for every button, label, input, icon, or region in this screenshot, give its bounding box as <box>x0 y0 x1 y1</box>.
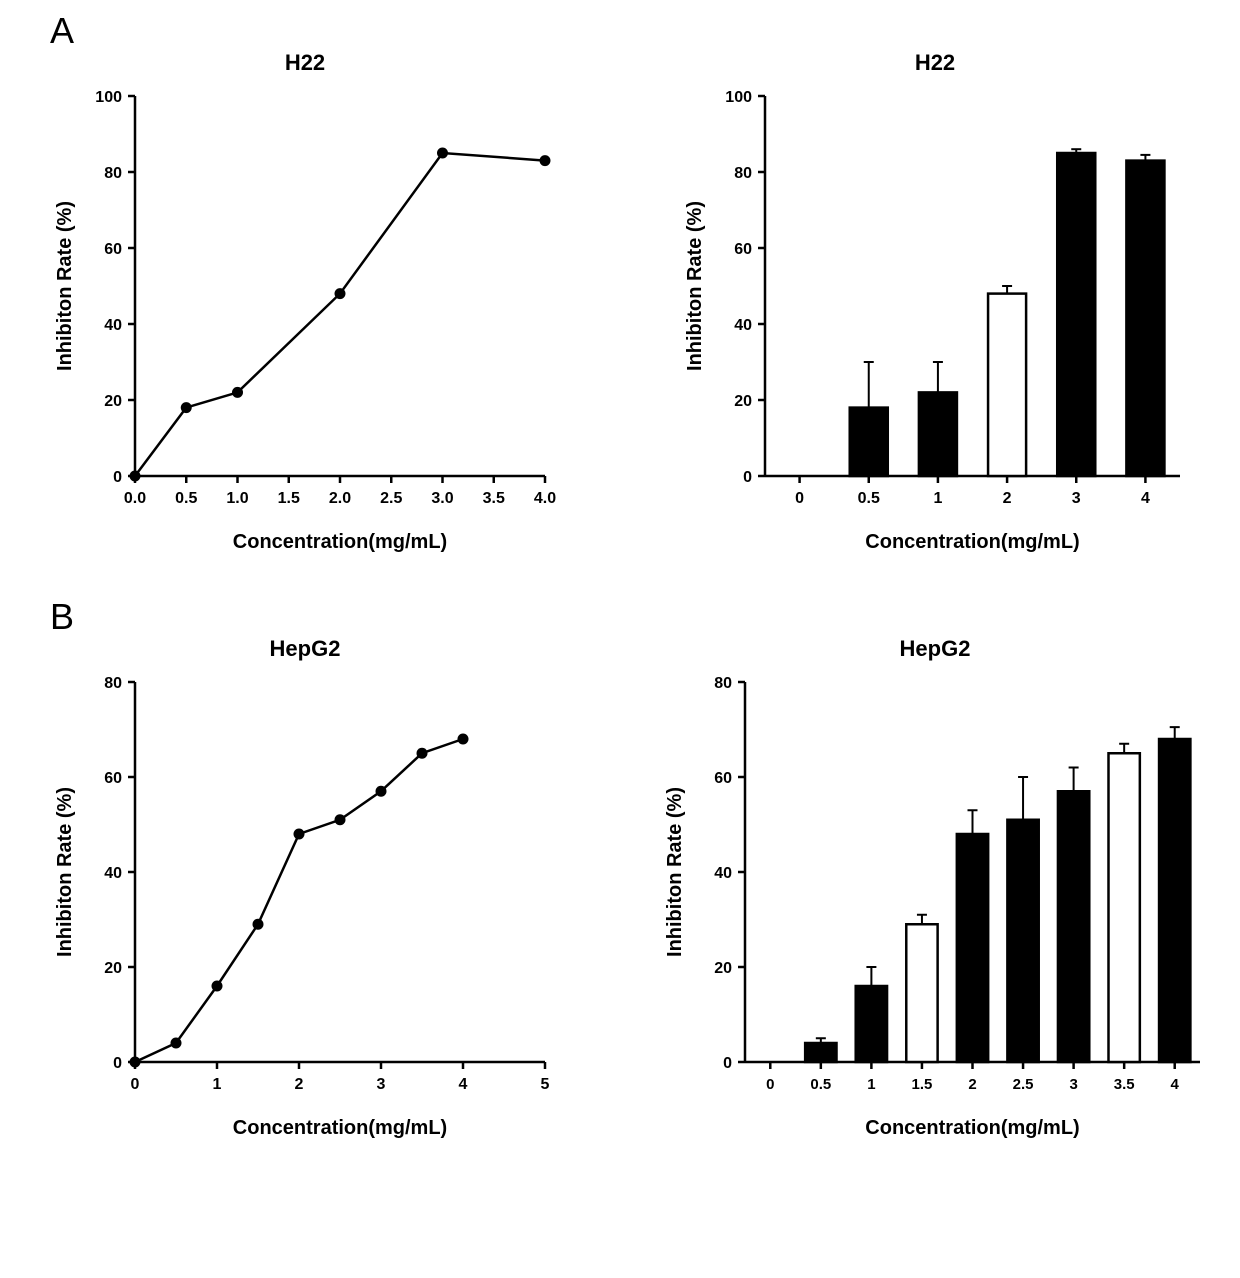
panel-b-line-svg: 0 20 40 60 80 0 1 2 3 4 5 Concentration(mg/mL) Inhib… <box>45 672 565 1152</box>
svg-text:60: 60 <box>104 241 122 258</box>
svg-text:3.5: 3.5 <box>1114 1076 1135 1093</box>
svg-text:80: 80 <box>104 675 122 692</box>
svg-text:100: 100 <box>725 89 752 106</box>
svg-text:20: 20 <box>734 393 752 410</box>
svg-text:4: 4 <box>1141 490 1150 507</box>
svg-text:0: 0 <box>766 1076 774 1093</box>
svg-text:2.5: 2.5 <box>380 490 402 507</box>
svg-text:100: 100 <box>95 89 122 106</box>
panel-a-line: A H22 0204060801000.00.51.01.52.02.53.03… <box>20 20 590 566</box>
svg-text:1: 1 <box>867 1076 875 1093</box>
panel-b-bar: HepG2 0 20 40 60 80 0 0.5 1 1.5 2 2.5 3 3.5 4 Concentr… <box>650 606 1220 1152</box>
svg-text:80: 80 <box>714 675 732 692</box>
svg-text:1.5: 1.5 <box>278 490 300 507</box>
svg-text:3.0: 3.0 <box>431 490 453 507</box>
svg-text:80: 80 <box>734 165 752 182</box>
panel-a-line-svg: 0 20 40 60 80 100 0.0 0.5 1.0 1.5 2.0 2.5 3.0 3.5 4.0 C… <box>45 86 565 566</box>
panel-a-bar: H22 0 20 40 60 80 100 0 0.5 1 2 3 4 Concentration(mg… <box>650 20 1220 566</box>
svg-text:3: 3 <box>1069 1076 1077 1093</box>
svg-text:60: 60 <box>714 770 732 787</box>
svg-text:0: 0 <box>131 1076 140 1093</box>
svg-text:40: 40 <box>104 317 122 334</box>
svg-text:2: 2 <box>1003 490 1012 507</box>
panel-a-bar-chartwrap: 0 20 40 60 80 100 0 0.5 1 2 3 4 Concentration(mg/mL)… <box>650 86 1220 566</box>
panel-a-line-chartwrap: 0 20 40 60 80 100 0.0 0.5 1.0 1.5 2.0 2.5 3.0 3.5 4.0 C… <box>20 86 590 566</box>
svg-text:2.5: 2.5 <box>1013 1076 1034 1093</box>
svg-text:4: 4 <box>459 1076 468 1093</box>
svg-text:Concentration(mg/mL): Concentration(mg/mL) <box>233 1117 447 1139</box>
svg-text:1: 1 <box>213 1076 222 1093</box>
svg-text:Concentration(mg/mL): Concentration(mg/mL) <box>865 1117 1079 1139</box>
panel-b-bar-title: HepG2 <box>650 636 1220 662</box>
svg-text:60: 60 <box>734 241 752 258</box>
svg-text:3: 3 <box>1072 490 1081 507</box>
panel-b-line-chartwrap: 0 20 40 60 80 0 1 2 3 4 5 Concentration(mg/mL) Inhib… <box>20 672 590 1152</box>
svg-text:1: 1 <box>933 490 942 507</box>
svg-text:Inhibiton Rate (%): Inhibiton Rate (%) <box>684 201 706 371</box>
svg-text:2: 2 <box>968 1076 976 1093</box>
svg-text:0: 0 <box>795 490 804 507</box>
svg-text:Inhibiton Rate (%): Inhibiton Rate (%) <box>54 201 76 371</box>
svg-text:4: 4 <box>1171 1076 1180 1093</box>
svg-text:Concentration(mg/mL): Concentration(mg/mL) <box>233 531 447 553</box>
svg-text:40: 40 <box>104 865 122 882</box>
panel-b-line-title: HepG2 <box>20 636 590 662</box>
svg-text:80: 80 <box>104 165 122 182</box>
svg-text:20: 20 <box>104 393 122 410</box>
panel-b-bar-svg: 0 20 40 60 80 0 0.5 1 1.5 2 2.5 3 3.5 4 Concentration(… <box>655 672 1215 1152</box>
svg-text:0: 0 <box>113 469 122 486</box>
svg-text:1.5: 1.5 <box>912 1076 933 1093</box>
svg-text:Concentration(mg/mL): Concentration(mg/mL) <box>865 531 1079 553</box>
panel-b-bar-chartwrap: 0 20 40 60 80 0 0.5 1 1.5 2 2.5 3 3.5 4 Concentration(… <box>650 672 1220 1152</box>
svg-text:3: 3 <box>377 1076 386 1093</box>
svg-text:0: 0 <box>743 469 752 486</box>
svg-text:60: 60 <box>104 770 122 787</box>
svg-text:0.5: 0.5 <box>175 490 197 507</box>
panel-a-bar-title: H22 <box>650 50 1220 76</box>
svg-text:Inhibiton Rate (%): Inhibiton Rate (%) <box>664 787 686 957</box>
svg-text:40: 40 <box>714 865 732 882</box>
svg-text:2: 2 <box>295 1076 304 1093</box>
svg-text:Inhibiton Rate (%): Inhibiton Rate (%) <box>54 787 76 957</box>
svg-text:3.5: 3.5 <box>483 490 505 507</box>
svg-text:0: 0 <box>113 1055 122 1072</box>
svg-text:0.5: 0.5 <box>810 1076 831 1093</box>
svg-text:0.5: 0.5 <box>858 490 880 507</box>
figure-grid: A H22 0204060801000.00.51.01.52.02.53.03… <box>20 20 1220 1152</box>
svg-text:1.0: 1.0 <box>226 490 248 507</box>
svg-text:0.0: 0.0 <box>124 490 146 507</box>
panel-b-label: B <box>50 596 74 638</box>
panel-a-label: A <box>50 10 74 52</box>
svg-text:2.0: 2.0 <box>329 490 351 507</box>
svg-text:20: 20 <box>714 960 732 977</box>
svg-text:40: 40 <box>734 317 752 334</box>
svg-text:20: 20 <box>104 960 122 977</box>
svg-text:4.0: 4.0 <box>534 490 556 507</box>
panel-a-bar-svg: 0 20 40 60 80 100 0 0.5 1 2 3 4 Concentration(mg/mL)… <box>675 86 1195 566</box>
svg-text:5: 5 <box>541 1076 550 1093</box>
svg-text:0: 0 <box>723 1055 732 1072</box>
panel-b-line: B HepG2 020406080012345Concentration(mg/… <box>20 606 590 1152</box>
panel-a-line-title: H22 <box>20 50 590 76</box>
